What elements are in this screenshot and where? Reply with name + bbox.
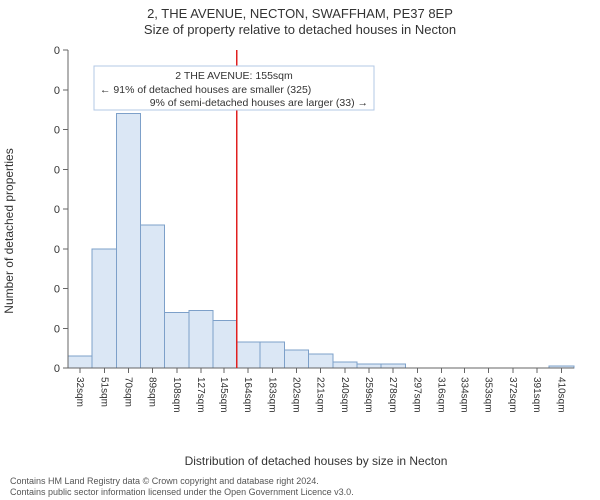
x-tick-label: 372sqm [507, 377, 518, 413]
x-tick-label: 391sqm [531, 377, 542, 413]
y-tick-label: 100 [54, 164, 60, 176]
histogram-bar [381, 364, 405, 368]
title-sub: Size of property relative to detached ho… [0, 22, 600, 38]
y-tick-label: 20 [54, 323, 60, 335]
chart-container: 2, THE AVENUE, NECTON, SWAFFHAM, PE37 8E… [0, 0, 600, 500]
x-axis-label: Distribution of detached houses by size … [54, 454, 578, 468]
histogram-bar [141, 225, 165, 368]
footer-line-1: Contains HM Land Registry data © Crown c… [10, 476, 590, 487]
legend-line-2: ← 91% of detached houses are smaller (32… [100, 84, 311, 96]
y-tick-label: 160 [54, 46, 60, 57]
x-tick-label: 32sqm [74, 377, 85, 407]
x-tick-label: 127sqm [195, 377, 206, 413]
x-tick-label: 183sqm [266, 377, 277, 413]
histogram-bar [68, 356, 92, 368]
y-tick-label: 40 [54, 284, 60, 296]
x-tick-label: 259sqm [363, 377, 374, 413]
x-tick-label: 89sqm [147, 377, 158, 407]
x-tick-label: 334sqm [459, 377, 470, 413]
x-tick-label: 51sqm [98, 377, 109, 407]
x-tick-label: 353sqm [483, 377, 494, 413]
x-tick-label: 221sqm [315, 377, 326, 413]
y-tick-label: 60 [54, 244, 60, 256]
x-tick-label: 297sqm [411, 377, 422, 413]
histogram-bar [333, 362, 357, 368]
histogram-bar [357, 364, 381, 368]
footer-line-2: Contains public sector information licen… [10, 487, 590, 498]
x-tick-label: 145sqm [218, 377, 229, 413]
y-axis-label: Number of detached properties [2, 46, 18, 416]
y-tick-label: 0 [54, 363, 60, 375]
x-tick-label: 202sqm [290, 377, 301, 413]
histogram-bar [309, 354, 333, 368]
chart-titles: 2, THE AVENUE, NECTON, SWAFFHAM, PE37 8E… [0, 0, 600, 39]
histogram-bar [213, 320, 237, 368]
histogram-bar [92, 249, 116, 368]
attribution-footer: Contains HM Land Registry data © Crown c… [10, 476, 590, 498]
x-tick-label: 240sqm [339, 377, 350, 413]
histogram-bar [189, 310, 213, 368]
title-address: 2, THE AVENUE, NECTON, SWAFFHAM, PE37 8E… [0, 6, 600, 22]
legend-line-3: 9% of semi-detached houses are larger (3… [150, 97, 368, 109]
histogram-bar [237, 342, 261, 368]
x-tick-label: 164sqm [242, 377, 253, 413]
legend-line-1: 2 THE AVENUE: 155sqm [175, 70, 293, 82]
plot-area: 0 20 40 60 80 100 120 140 160 32sqm 51sqm 70sqm 89sq… [54, 46, 578, 416]
x-tick-label: 108sqm [171, 377, 182, 413]
y-tick-label: 120 [54, 125, 60, 137]
x-tick-label: 278sqm [387, 377, 398, 413]
y-tick-label: 80 [54, 204, 60, 216]
x-tick-label: 410sqm [555, 377, 566, 413]
histogram-bar [116, 114, 140, 368]
histogram-bar [165, 312, 189, 368]
histogram-svg: 0 20 40 60 80 100 120 140 160 32sqm 51sqm 70sqm 89sq… [54, 46, 578, 416]
x-tick-label: 70sqm [122, 377, 133, 407]
histogram-bar [284, 350, 308, 368]
x-tick-label: 316sqm [436, 377, 447, 413]
histogram-bar [260, 342, 284, 368]
y-tick-label: 140 [54, 85, 60, 97]
